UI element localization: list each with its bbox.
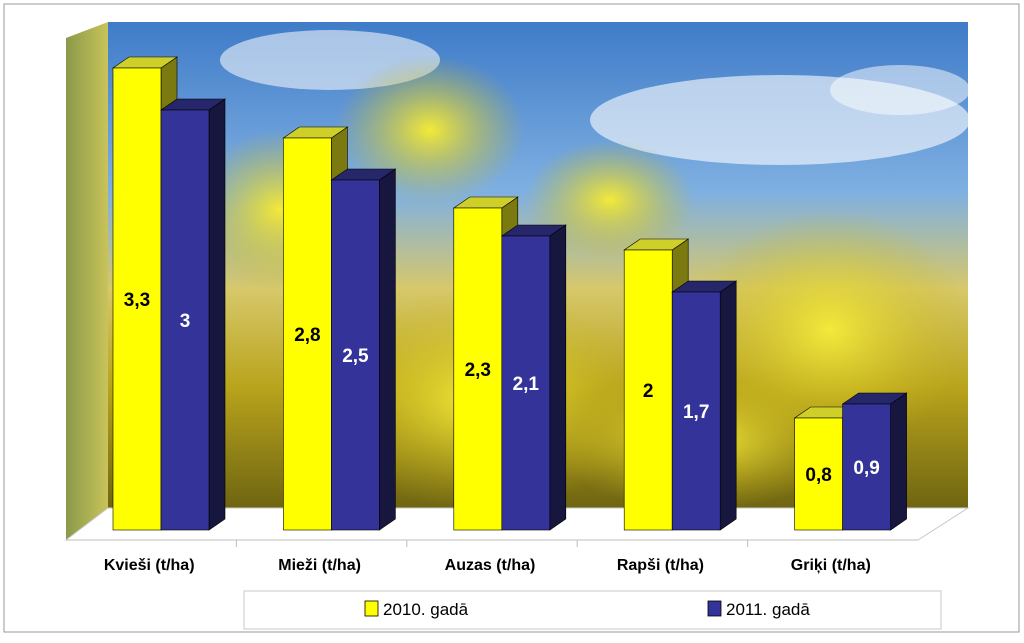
bar-side	[208, 98, 226, 531]
bar-front	[842, 403, 891, 531]
bar: 1,7	[671, 280, 738, 531]
x-tick-label: Kvieši (t/ha)	[104, 557, 195, 574]
legend-box	[243, 590, 942, 630]
data-label: 2,5	[342, 346, 369, 367]
data-label: 2,8	[294, 325, 320, 346]
data-label: 2,3	[465, 360, 491, 381]
legend-swatch	[364, 600, 379, 617]
bar-front	[331, 179, 380, 531]
data-label: 2,1	[513, 374, 540, 395]
bar-front	[283, 137, 332, 531]
legend-item: 2010. gadā	[364, 600, 469, 619]
legend: 2010. gadā 2011. gadā	[243, 590, 942, 630]
bar: 2,5	[330, 168, 397, 531]
x-tick-label: Mieži (t/ha)	[278, 557, 361, 574]
x-tick-label: Rapši (t/ha)	[617, 557, 704, 574]
bar-front	[501, 235, 551, 531]
x-tick-label: Griķi (t/ha)	[791, 557, 871, 574]
x-tick-labels-layer: Kvieši (t/ha) Mieži (t/ha) Auzas (t/ha) Rap…	[104, 557, 871, 574]
bar-side	[719, 280, 737, 531]
bars-layer: 3,3 3 2,8 2,5 2,3 2,1 2 1,7 0,8 0,9	[112, 56, 908, 531]
bar: 0,9	[841, 392, 908, 531]
data-label: 3,3	[124, 290, 150, 311]
legend-label: 2010. gadā	[383, 600, 469, 619]
legend-label: 2011. gadā	[726, 600, 810, 619]
legend-item: 2011. gadā	[707, 600, 810, 619]
chart-frame	[3, 3, 1020, 633]
bar-front	[671, 291, 721, 531]
bar-side	[549, 224, 567, 531]
bar: 2,1	[500, 224, 567, 531]
x-tick-label: Auzas (t/ha)	[445, 557, 536, 574]
side-wall	[66, 22, 108, 540]
data-label: 1,7	[683, 402, 709, 423]
data-label: 3	[180, 311, 191, 332]
bar-side	[890, 392, 907, 531]
bar-front	[623, 249, 673, 531]
data-label: 2	[643, 381, 654, 402]
bar: 3	[160, 98, 226, 531]
bar-front	[794, 417, 843, 531]
legend-swatch	[707, 600, 722, 617]
data-label: 0,8	[805, 465, 831, 486]
bar-side	[379, 168, 396, 531]
bar-front	[160, 109, 210, 531]
data-label: 0,9	[853, 458, 879, 479]
x-ticks-layer	[235, 540, 749, 547]
